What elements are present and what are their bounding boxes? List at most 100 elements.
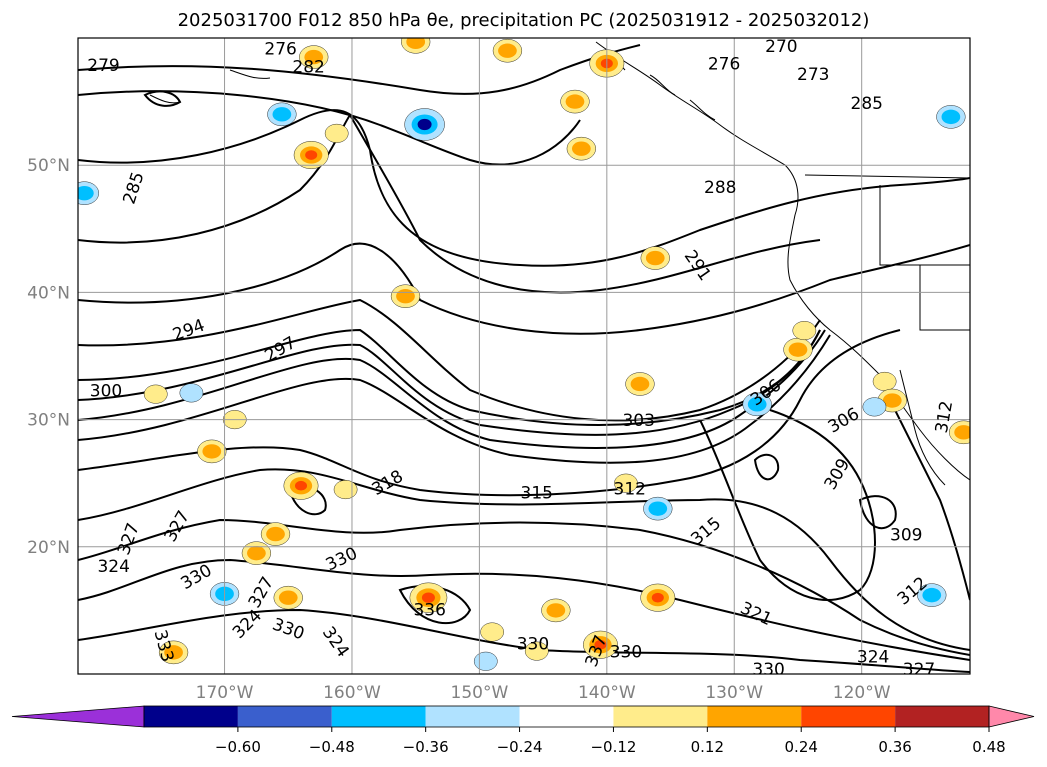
colorbar: −0.60 −0.48 −0.36 −0.24 −0.12 0.12 0.24 0.36 0.4… — [11, 705, 1035, 756]
precip-inner-patch — [747, 397, 767, 412]
contour-label: 330 — [517, 635, 549, 655]
precip-inner-patch — [272, 107, 292, 122]
contour-label: 318 — [369, 466, 407, 500]
colorbar-tick-label: 0.48 — [972, 738, 1005, 756]
precip-outer-patch — [480, 622, 504, 642]
colorbar-segment — [144, 706, 238, 727]
precip-core-patch — [417, 118, 432, 131]
lon-tick-label: 170°W — [196, 683, 254, 703]
lat-tick-labels: 50°N 40°N 30°N 20°N — [27, 156, 70, 558]
precip-inner-patch — [941, 109, 961, 125]
contour-label: 336 — [413, 600, 445, 620]
contour-label: 324 — [97, 557, 129, 577]
precip-inner-patch — [922, 587, 942, 603]
contour-label: 315 — [687, 513, 725, 549]
contour-label: 273 — [797, 65, 829, 85]
lon-tick-label: 160°W — [323, 683, 381, 703]
colorbar-tick-label: 0.12 — [691, 738, 724, 756]
colorbar-tick-label: −0.48 — [309, 738, 355, 756]
colorbar-tick-label: 0.36 — [878, 738, 911, 756]
lat-tick-label: 50°N — [27, 156, 70, 176]
precip-inner-patch — [565, 94, 585, 109]
precip-outer-patch — [872, 371, 897, 391]
lat-tick-label: 30°N — [27, 411, 70, 431]
precip-inner-patch — [247, 545, 266, 561]
precip-core-patch — [294, 480, 308, 491]
precip-outer-patch — [524, 641, 549, 661]
lon-tick-label: 130°W — [705, 683, 763, 703]
contour-label: 303 — [622, 411, 654, 431]
contour-label: 327 — [903, 660, 935, 680]
precip-outer-patch — [862, 397, 887, 417]
contour-label: 309 — [890, 525, 922, 545]
colorbar-tick-label: −0.24 — [497, 738, 543, 756]
contour-label: 327 — [114, 520, 144, 557]
precip-inner-patch — [630, 376, 650, 392]
colorbar-segment — [519, 706, 614, 727]
contour-label: 315 — [521, 483, 553, 503]
precip-inner-patch — [546, 603, 566, 618]
theta-e-contour — [78, 558, 970, 661]
colorbar-tick-label: −0.12 — [590, 738, 636, 756]
theta-e-contour — [699, 409, 876, 601]
theta-e-contour — [78, 329, 901, 497]
contour-label: 330 — [270, 615, 307, 645]
colorbar-segment — [237, 706, 332, 727]
precip-inner-patch — [396, 289, 415, 304]
lat-tick-label: 40°N — [27, 283, 70, 303]
colorbar-extend-low — [11, 705, 145, 728]
theta-e-contour — [78, 242, 970, 335]
precip-inner-patch — [304, 49, 324, 65]
contour-label: 294 — [170, 316, 207, 346]
colorbar-frame — [143, 705, 990, 728]
colorbar-segment — [707, 706, 802, 727]
precip-inner-patch — [645, 250, 665, 266]
theta-e-contour — [143, 90, 182, 107]
theta-e-contour — [78, 109, 970, 267]
theta-e-contour — [78, 328, 821, 426]
precip-outer-patch — [179, 383, 204, 403]
lon-tick-label: 140°W — [578, 683, 636, 703]
contour-label: 276 — [708, 55, 740, 75]
precip-outer-patch — [473, 651, 498, 671]
contour-label: 288 — [704, 178, 736, 198]
theta-e-contour — [753, 453, 780, 481]
theta-e-contour — [879, 379, 970, 601]
contour-label: 321 — [737, 598, 775, 630]
precip-inner-patch — [278, 590, 298, 605]
precip-outer-patch — [143, 384, 168, 404]
colorbar-tick-label: 0.24 — [785, 738, 818, 756]
precip-inner-patch — [406, 38, 426, 50]
precip-outer-patch — [792, 321, 817, 341]
contour-label: 327 — [245, 574, 279, 612]
precip-inner-patch — [78, 185, 94, 201]
theta-e-contour — [78, 44, 641, 95]
graticule — [78, 38, 970, 674]
lon-tick-label: 150°W — [451, 683, 509, 703]
contour-label: 270 — [765, 37, 797, 57]
precip-outer-patch — [324, 123, 349, 143]
contour-label: 306 — [825, 404, 863, 438]
contour-label: 312 — [614, 480, 646, 500]
lon-tick-labels: 170°W 160°W 150°W 140°W 130°W 120°W — [196, 683, 891, 703]
precip-outer-patch — [614, 473, 638, 493]
precip-inner-patch — [648, 501, 668, 516]
precip-shading — [78, 38, 970, 671]
contour-label: 330 — [323, 544, 361, 576]
precip-inner-patch — [164, 645, 183, 660]
contour-label: 333 — [150, 628, 178, 665]
colorbar-tick-label: −0.36 — [403, 738, 449, 756]
precip-core-patch — [594, 639, 607, 650]
theta-e-contour — [858, 495, 897, 530]
colorbar-segment — [895, 706, 989, 727]
contour-label: 279 — [87, 56, 119, 76]
colorbar-extend-high — [988, 705, 1035, 728]
contour-label: 330 — [752, 660, 784, 680]
colorbar-segment — [425, 706, 520, 727]
lat-tick-label: 20°N — [27, 538, 70, 558]
contour-label: 291 — [680, 247, 715, 285]
contour-label: 330 — [610, 642, 642, 662]
colorbar-tick-label: −0.60 — [215, 738, 261, 756]
theta-e-contour — [78, 468, 970, 651]
precip-inner-patch — [788, 342, 808, 357]
